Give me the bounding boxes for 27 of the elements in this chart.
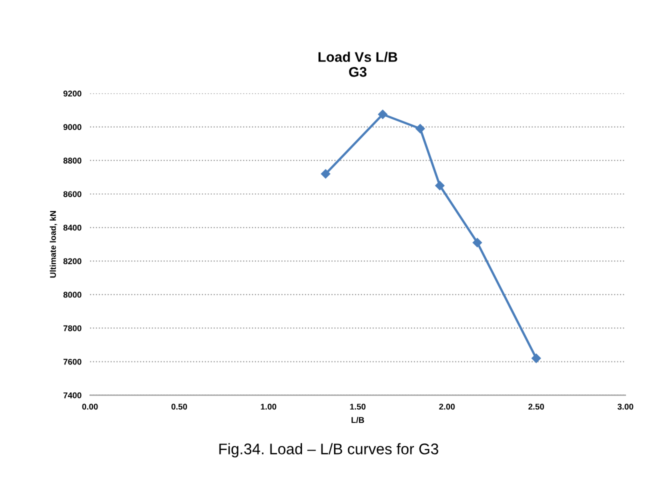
x-tick-label: 3.00 <box>618 404 634 410</box>
point <box>416 124 425 134</box>
y-tick-label: 8600 <box>63 191 82 198</box>
y-tick-label: 8000 <box>63 292 82 298</box>
x-tick-label: 2.00 <box>439 404 455 410</box>
x-tick-label: 1.00 <box>260 404 276 410</box>
x-tick-label: 2.50 <box>528 404 544 410</box>
chart-title: Load Vs L/B G3 <box>318 52 398 77</box>
point <box>435 180 444 190</box>
point <box>378 110 388 119</box>
point <box>320 169 330 178</box>
y-axis-title: Ultimate load, kN <box>50 211 58 278</box>
x-axis-title: L/B <box>352 416 364 424</box>
y-tick-label: 7600 <box>63 358 82 365</box>
x-tick-label: 1.50 <box>350 404 366 410</box>
y-tick-label: 7800 <box>63 325 82 332</box>
y-tick-label: 9200 <box>63 90 82 97</box>
caption: Fig.34. Load – L/B curves for G3 <box>219 443 438 458</box>
point <box>532 354 541 363</box>
y-tick-label: 8200 <box>63 258 82 264</box>
point <box>472 238 482 248</box>
y-tick-label: 8400 <box>63 224 82 231</box>
x-tick-label: 0.00 <box>82 404 98 410</box>
y-tick-label: 9000 <box>63 124 82 130</box>
x-tick-label: 0.50 <box>171 404 188 410</box>
y-tick-label: 7400 <box>63 392 82 398</box>
y-tick-label: 8800 <box>63 158 82 164</box>
